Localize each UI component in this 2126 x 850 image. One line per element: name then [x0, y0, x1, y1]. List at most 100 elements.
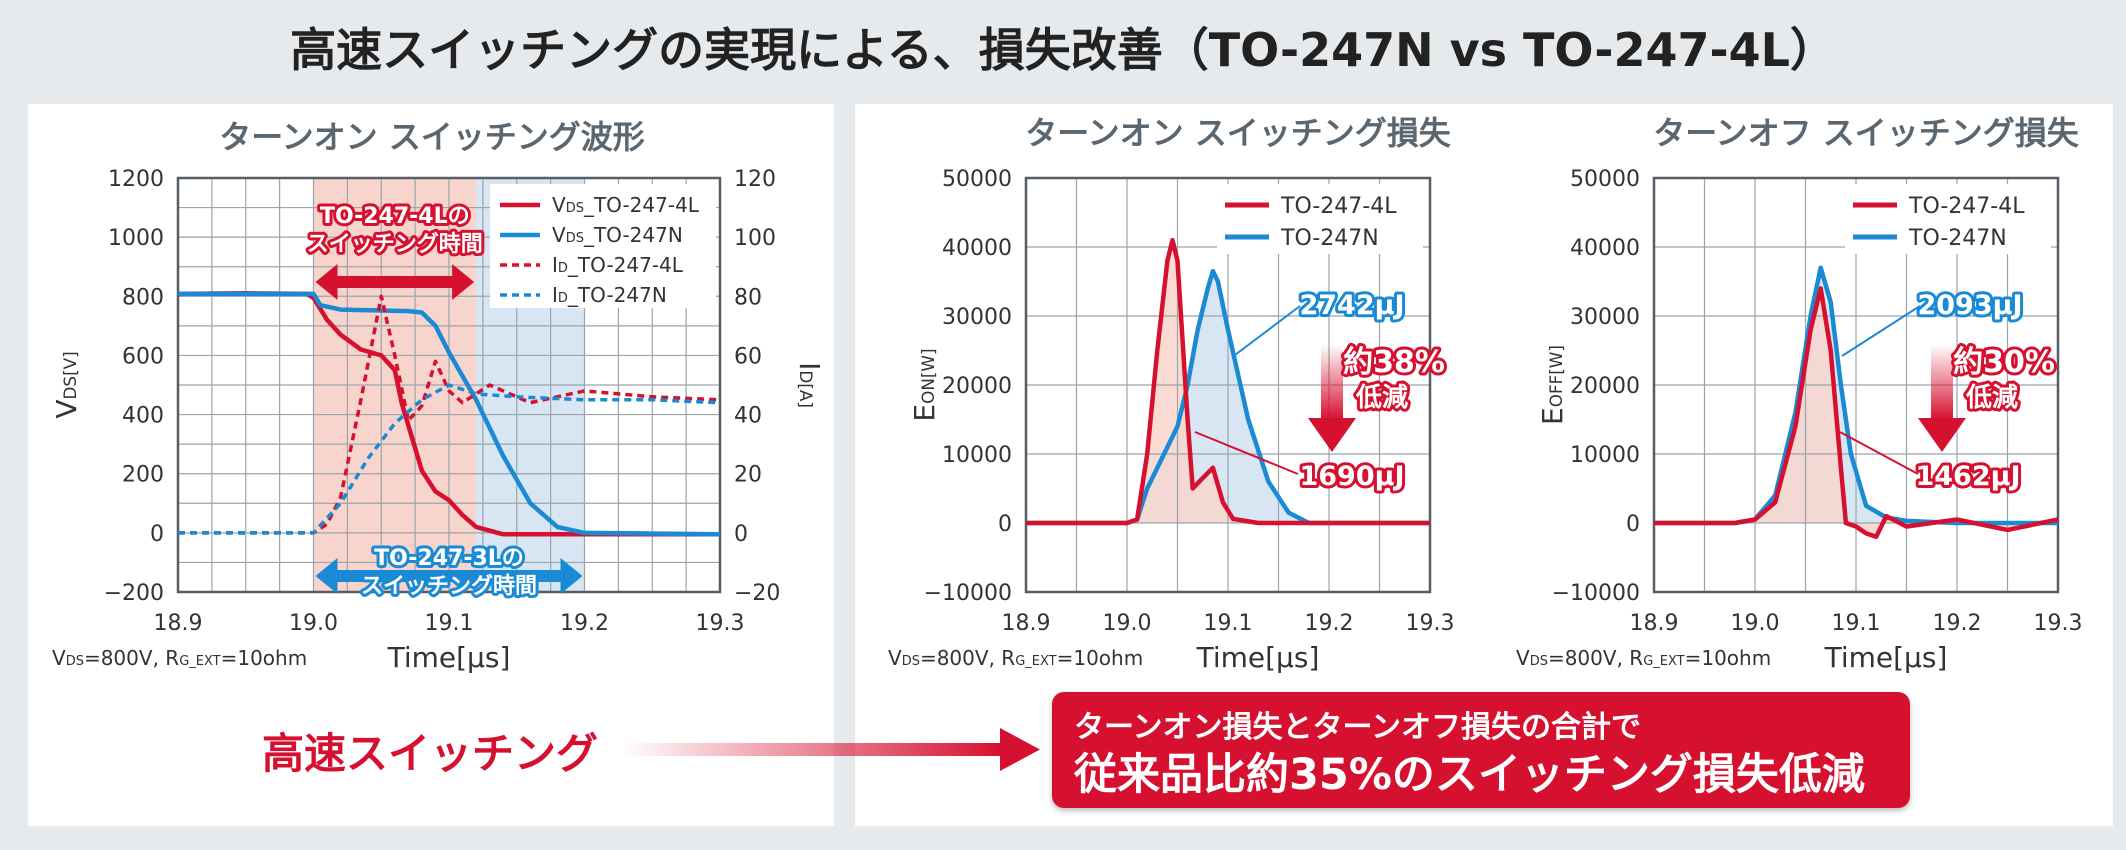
eoff-x-tick-label: 19.2: [1933, 611, 1982, 636]
blue-band-arrow: [315, 558, 583, 594]
waveform-series-3: [178, 383, 721, 535]
eoff-y-tick: −10000: [1552, 581, 1640, 606]
eon-x-axis-label: Time[µs]: [1196, 641, 1320, 674]
eon-reduction-pct: 約38%: [1343, 345, 1445, 380]
eon-legend-label-0: TO-247-4L: [1280, 194, 1397, 219]
eon-reduction-arrow-head: [1308, 418, 1356, 452]
eon-x-tick-label: 18.9: [1002, 611, 1051, 636]
eoff-legend-label-0: TO-247-4L: [1908, 194, 2025, 219]
waveform-y-right-tick: 100: [734, 226, 776, 251]
eon-y-tick: 40000: [942, 236, 1012, 261]
waveform-legend-label-2: ID_TO-247-4L: [552, 253, 684, 277]
eon-line-to247n: [1026, 268, 1430, 526]
waveform-y-right-tick: 20: [734, 463, 762, 488]
conclusion-box: ターンオン損失とターンオフ損失の合計で 従来品比約35%のスイッチング損失低減: [1052, 692, 1910, 808]
red-band-label-2: スイッチング時間: [307, 231, 483, 257]
waveform-y-right-tick: −20: [734, 581, 780, 606]
eoff-x-axis-label: Time[µs]: [1824, 641, 1948, 674]
waveform-x-tick-label: 19.0: [289, 611, 338, 636]
eoff-reduction-label: 低減: [1965, 383, 2018, 413]
red-band-label-1: TO-247-4Lの: [320, 204, 470, 229]
eoff-condition: VDS=800V, RG_EXT=10ohm: [1516, 646, 1771, 670]
eoff-plot-frame: [1652, 176, 2060, 594]
eoff-y-tick: 30000: [1570, 305, 1640, 330]
eon-y-tick: 10000: [942, 443, 1012, 468]
eoff-x-tick-label: 19.0: [1731, 611, 1780, 636]
waveform-legend-label-0: VDS_TO-247-4L: [552, 193, 700, 217]
waveform-title: ターンオン スイッチング波形: [219, 118, 645, 156]
eoff-line-to247-4l: [1654, 286, 2059, 540]
eoff-energy-to247n: 2093µJ: [1917, 290, 2022, 321]
waveform-y-left-tick: 200: [122, 463, 164, 488]
waveform-y-right-tick: 40: [734, 404, 762, 429]
waveform-y-left-tick: 800: [122, 285, 164, 310]
eoff-y-axis-label: EOFF[W]: [1536, 345, 1569, 425]
waveform-legend-label-3: ID_TO-247N: [552, 283, 667, 307]
eon-y-tick: 50000: [942, 167, 1012, 192]
eoff-y-tick: 10000: [1570, 443, 1640, 468]
eon-plot-frame: [1024, 176, 1432, 594]
eon-y-axis-label: EON[W]: [908, 348, 941, 421]
eoff-leader-to247n: [1841, 305, 1921, 357]
blue-band-label-2: スイッチング時間: [361, 573, 537, 599]
waveform-x-axis-label: Time[µs]: [387, 641, 511, 674]
eoff-legend-box: [1845, 184, 2051, 254]
eon-energy-to247-4l: 1690µJ: [1299, 461, 1404, 492]
waveform-legend-label-1: VDS_TO-247N: [552, 223, 683, 247]
eoff-y-tick: 50000: [1570, 167, 1640, 192]
waveform-y-left-axis-label: VDS[V]: [50, 351, 83, 418]
waveform-y-left-tick: 0: [150, 522, 164, 547]
waveform-x-tick-label: 19.2: [560, 611, 609, 636]
eoff-x-tick-label: 19.1: [1832, 611, 1881, 636]
eoff-reduction-arrow-head: [1918, 418, 1966, 452]
waveform-condition: VDS=800V, RG_EXT=10ohm: [52, 646, 307, 670]
eon-title: ターンオン スイッチング損失: [1025, 114, 1452, 152]
eoff-reduction-pct: 約30%: [1953, 345, 2055, 380]
waveform-x-tick-label: 18.9: [154, 611, 203, 636]
eon-leader-to247-4l: [1194, 431, 1299, 475]
high-speed-switching-label: 高速スイッチング: [262, 729, 599, 778]
waveform-y-right-axis-label: ID[A]: [793, 362, 826, 408]
waveform-series-0: [177, 291, 720, 537]
blue-band-label-1: TO-247-3Lの: [374, 546, 524, 571]
eon-condition: VDS=800V, RG_EXT=10ohm: [888, 646, 1143, 670]
waveform-y-right-tick: 120: [734, 167, 776, 192]
bottom-arrow-head: [1000, 728, 1040, 771]
waveform-y-left-tick: 600: [122, 344, 164, 369]
waveform-y-left-tick: 400: [122, 404, 164, 429]
waveform-x-tick-label: 19.3: [696, 611, 745, 636]
page-title: 高速スイッチングの実現による、損失改善（TO-247N vs TO-247-4L…: [290, 23, 1836, 77]
conclusion-line1: ターンオン損失とターンオフ損失の合計で: [1074, 710, 1641, 745]
waveform-x-tick-label: 19.1: [425, 611, 474, 636]
waveform-plot-frame: [176, 176, 722, 594]
waveform-y-left-tick: −200: [104, 581, 164, 606]
eoff-y-tick: 20000: [1570, 374, 1640, 399]
eoff-x-tick-label: 18.9: [1630, 611, 1679, 636]
eon-energy-to247n: 2742µJ: [1299, 290, 1404, 321]
waveform-y-left-tick: 1200: [108, 167, 164, 192]
eon-y-tick: −10000: [924, 581, 1012, 606]
bottom-arrow-shaft: [622, 743, 1002, 756]
eon-x-tick-label: 19.2: [1305, 611, 1354, 636]
waveform-y-right-tick: 60: [734, 344, 762, 369]
eon-y-tick: 0: [998, 512, 1012, 537]
eoff-y-tick: 0: [1626, 512, 1640, 537]
eon-x-tick-label: 19.0: [1103, 611, 1152, 636]
waveform-y-left-tick: 1000: [108, 226, 164, 251]
eoff-energy-to247-4l: 1462µJ: [1915, 461, 2020, 492]
eon-legend-box: [1217, 184, 1423, 254]
conclusion-line2: 従来品比約35%のスイッチング損失低減: [1074, 750, 1865, 800]
waveform-y-right-tick: 0: [734, 522, 748, 547]
eon-reduction-label: 低減: [1355, 383, 1408, 413]
eoff-leader-to247-4l: [1839, 431, 1919, 475]
eon-x-tick-label: 19.1: [1204, 611, 1253, 636]
eon-legend-label-1: TO-247N: [1280, 226, 1379, 251]
eon-line-to247-4l: [1026, 237, 1430, 526]
eoff-legend-label-1: TO-247N: [1908, 226, 2007, 251]
waveform-y-right-tick: 80: [734, 285, 762, 310]
eoff-y-tick: 40000: [1570, 236, 1640, 261]
eon-y-tick: 30000: [942, 305, 1012, 330]
red-band-arrow: [315, 264, 475, 300]
waveform-series-1: [178, 291, 721, 537]
